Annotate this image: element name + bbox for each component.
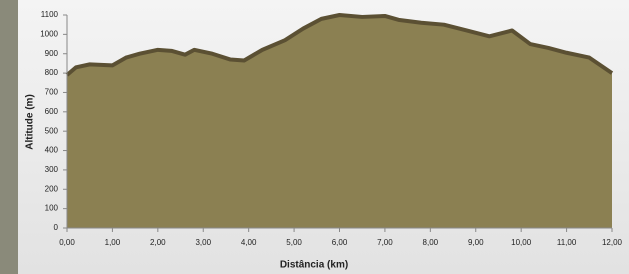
y-tick-label: 400 [45,146,59,155]
x-tick-label: 6,00 [332,238,348,247]
x-axis-title: Distância (km) [280,260,348,271]
y-tick-label: 800 [45,68,59,77]
y-tick-label: 1000 [40,29,58,38]
x-tick-label: 3,00 [195,238,211,247]
x-tick-label: 7,00 [377,238,393,247]
y-tick-label: 100 [45,204,59,213]
y-tick-label: 500 [45,126,59,135]
x-tick-label: 5,00 [286,238,302,247]
y-tick-label: 900 [45,49,59,58]
x-tick-label: 2,00 [150,238,166,247]
chart: Distância (km) Altitude (m) 0 100 200 300 40… [0,0,629,274]
y-tick-label: 1100 [41,10,59,19]
x-tick-label: 4,00 [241,238,257,247]
y-tick-label: 300 [45,165,59,174]
x-tick-label: 0,00 [59,238,75,247]
x-tick-label: 10,00 [511,238,532,247]
x-tick-label: 8,00 [423,238,439,247]
y-tick-label: 700 [45,88,59,97]
y-tick-label: 0 [54,223,59,232]
y-tick-label: 600 [45,107,59,116]
y-tick-label: 200 [45,184,59,193]
photo-strip [0,0,18,274]
y-axis-title: Altitude (m) [25,94,36,150]
x-tick-label: 12,00 [602,238,623,247]
x-tick-label: 9,00 [468,238,484,247]
x-tick-label: 11,00 [557,238,577,247]
x-tick-label: 1,00 [105,238,121,247]
